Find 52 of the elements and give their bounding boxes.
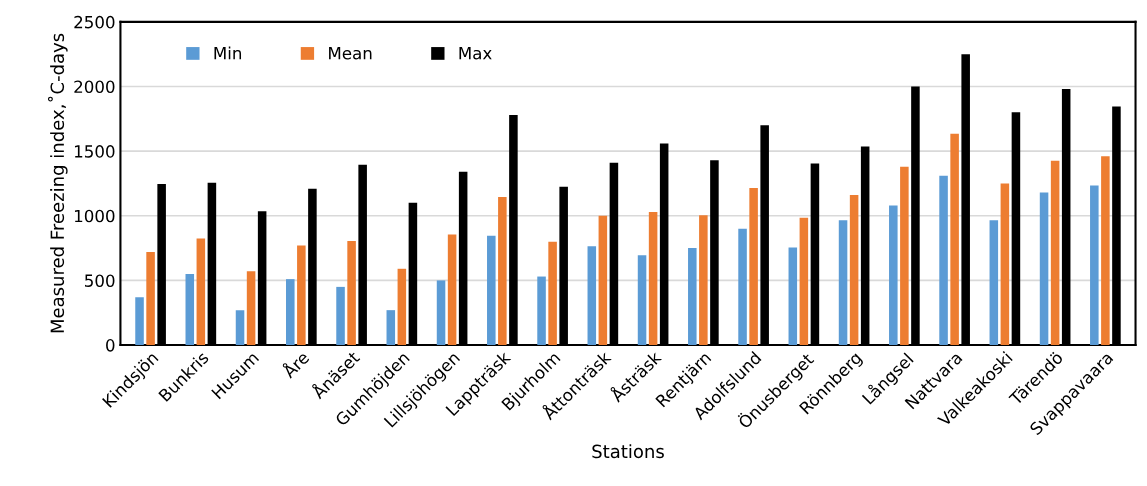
bar	[799, 217, 809, 346]
bar	[487, 235, 496, 346]
bar	[196, 238, 206, 346]
bar	[498, 197, 507, 346]
bar	[900, 166, 909, 346]
bar	[738, 228, 747, 346]
legend-label: Min	[214, 46, 242, 60]
y-tick-label: 500	[85, 274, 115, 287]
bar	[1090, 185, 1099, 346]
bar	[1000, 183, 1010, 346]
bar	[950, 133, 959, 346]
legend-label: Max	[459, 47, 492, 60]
x-tick-label: Åre	[279, 348, 310, 379]
bar	[648, 211, 658, 346]
bar	[447, 234, 457, 346]
bar	[598, 215, 608, 346]
bar	[135, 297, 144, 346]
bar	[397, 268, 407, 346]
bar	[749, 187, 758, 346]
bar	[286, 279, 295, 346]
bar	[386, 310, 396, 346]
y-tick-label: 1500	[74, 145, 115, 158]
bar	[688, 248, 697, 346]
bar	[235, 310, 245, 346]
bar	[1050, 160, 1060, 346]
y-tick-label: 2000	[74, 80, 115, 94]
bar	[336, 286, 345, 346]
y-tick-label: 0	[106, 339, 115, 352]
bar	[146, 251, 155, 346]
bar	[637, 255, 647, 346]
bar	[1039, 192, 1049, 346]
bar	[849, 195, 859, 346]
legend-label: Mean	[329, 47, 372, 60]
bar	[889, 205, 898, 346]
x-axis-title: Stations	[592, 444, 664, 459]
y-tick-label: 2500	[74, 15, 115, 29]
bar	[297, 245, 306, 346]
bar	[788, 247, 798, 346]
bar	[347, 240, 356, 346]
y-axis-title: Measured Freezing index,˚C-days	[47, 33, 68, 333]
bar	[1101, 156, 1110, 346]
y-tick-label: 1000	[74, 209, 115, 223]
bar	[699, 215, 708, 346]
bar	[989, 220, 999, 346]
bar	[838, 220, 848, 346]
bar	[587, 246, 597, 346]
bar	[548, 241, 557, 346]
bar	[246, 271, 256, 346]
bar	[185, 273, 195, 346]
bar	[537, 276, 546, 346]
bar	[939, 175, 948, 346]
bar	[436, 280, 446, 346]
